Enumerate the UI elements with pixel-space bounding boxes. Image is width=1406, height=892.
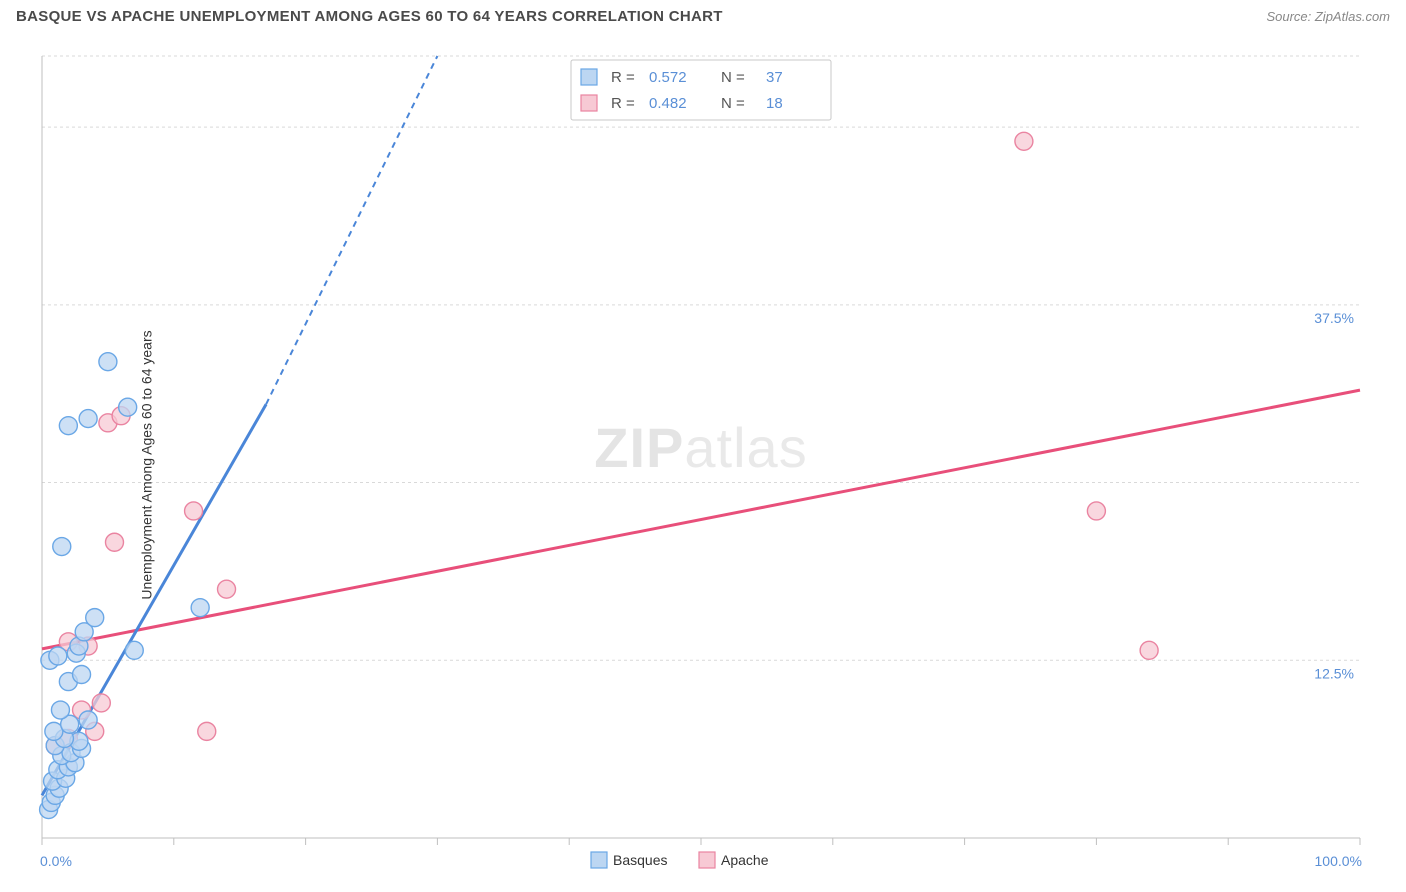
apache-point	[218, 580, 236, 598]
apache-point	[92, 694, 110, 712]
basques-point	[51, 701, 69, 719]
stat-n-value: 18	[766, 95, 783, 112]
stat-r-label: R =	[611, 95, 635, 112]
stat-n-label: N =	[721, 95, 745, 112]
chart-title: BASQUE VS APACHE UNEMPLOYMENT AMONG AGES…	[16, 8, 723, 25]
stat-n-value: 37	[766, 69, 783, 86]
stat-r-value: 0.482	[649, 95, 687, 112]
basques-point	[99, 353, 117, 371]
basques-point	[79, 410, 97, 428]
x-tick-label: 100.0%	[1315, 853, 1362, 869]
stat-r-label: R =	[611, 69, 635, 86]
apache-point	[198, 722, 216, 740]
basques-trend-line-dash	[266, 56, 437, 404]
legend: Basques Apache	[591, 852, 769, 868]
basques-point	[79, 711, 97, 729]
basques-swatch	[581, 69, 597, 85]
apache-point	[105, 533, 123, 551]
apache-legend-swatch	[699, 852, 715, 868]
y-tick-label: 37.5%	[1314, 310, 1354, 326]
basques-point	[125, 641, 143, 659]
basques-point	[191, 599, 209, 617]
apache-legend-label: Apache	[721, 852, 769, 868]
basques-point	[49, 647, 67, 665]
basques-point	[119, 398, 137, 416]
correlation-chart: 12.5% 37.5% ZIPatlas 0.0% 100.0% R = 0.572 N = 3…	[0, 38, 1406, 892]
apache-point	[1087, 502, 1105, 520]
basques-legend-label: Basques	[613, 852, 667, 868]
y-axis-label: Unemployment Among Ages 60 to 64 years	[139, 330, 155, 599]
stat-n-label: N =	[721, 69, 745, 86]
basques-point	[53, 538, 71, 556]
apache-swatch	[581, 95, 597, 111]
basques-point	[73, 665, 91, 683]
apache-point	[1015, 132, 1033, 150]
watermark: ZIPatlas	[594, 416, 807, 479]
basques-point	[86, 609, 104, 627]
stat-r-value: 0.572	[649, 69, 687, 86]
basques-point	[59, 417, 77, 435]
stats-box: R = 0.572 N = 37 R = 0.482 N = 18	[571, 60, 831, 120]
apache-point	[1140, 641, 1158, 659]
basques-legend-swatch	[591, 852, 607, 868]
source-credit: Source: ZipAtlas.com	[1266, 9, 1390, 24]
y-tick-label: 12.5%	[1314, 665, 1354, 681]
x-tick-label: 0.0%	[40, 853, 72, 869]
apache-point	[185, 502, 203, 520]
